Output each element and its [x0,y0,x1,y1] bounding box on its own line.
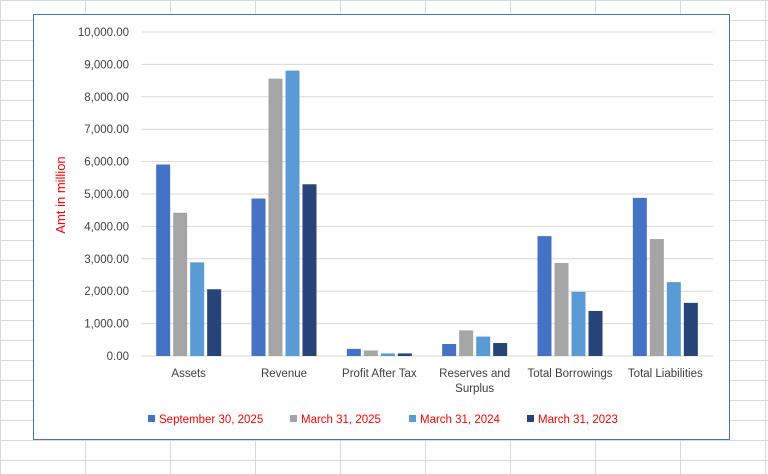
chart-container[interactable]: 0.00 1,000.00 2,000.00 3,000.00 4,000.00 5,00… [33,14,730,440]
y-tick-label: 2,000.00 [84,286,129,298]
x-tick-label: Surplus [455,383,494,395]
bar [459,330,474,356]
y-tick-label: 1,000.00 [84,319,129,331]
legend-label: March 31, 2024 [420,414,501,426]
bar [632,197,647,356]
bar [683,302,698,356]
bar [302,184,317,356]
bar [571,291,586,356]
bar [156,164,171,356]
bar [442,344,457,356]
x-tick-label: Total Borrowings [527,368,612,380]
bar [666,282,681,356]
bar [363,350,378,356]
legend-swatch [527,415,534,422]
legend-swatch [148,415,155,422]
x-tick-label: Profit After Tax [342,368,417,380]
y-tick-label: 4,000.00 [84,221,129,233]
bar [268,78,283,356]
bar [493,343,508,356]
y-axis-label: Amt in million [53,156,68,233]
bar [173,212,188,356]
y-tick-label: 9,000.00 [84,59,129,71]
bar [537,236,552,356]
x-tick-label: Revenue [261,368,307,380]
legend-swatch [409,415,416,422]
x-tick-label: Assets [171,368,206,380]
bar [649,239,664,356]
x-tick-label: Reserves and [439,368,510,380]
y-tick-label: 3,000.00 [84,254,129,266]
bar [380,353,395,356]
bar [251,198,266,356]
bar [190,262,205,356]
bar [554,263,569,356]
y-tick-label: 5,000.00 [84,189,129,201]
y-tick-label: 6,000.00 [84,157,129,169]
y-tick-label: 0.00 [107,351,129,363]
bar [207,289,222,356]
y-tick-label: 8,000.00 [84,92,129,104]
bar [346,348,361,356]
x-tick-label: Total Liabilities [628,368,703,380]
legend-label: September 30, 2025 [159,414,263,426]
y-tick-label: 7,000.00 [84,124,129,136]
bar-chart: 0.00 1,000.00 2,000.00 3,000.00 4,000.00 5,00… [53,27,713,426]
legend-label: March 31, 2025 [301,414,381,426]
bar [588,310,603,356]
legend-swatch [290,415,297,422]
legend-label: March 31, 2023 [538,414,618,426]
y-tick-label: 10,000.00 [78,27,129,39]
bar [397,353,412,356]
bar [476,336,491,356]
bar [285,70,300,356]
